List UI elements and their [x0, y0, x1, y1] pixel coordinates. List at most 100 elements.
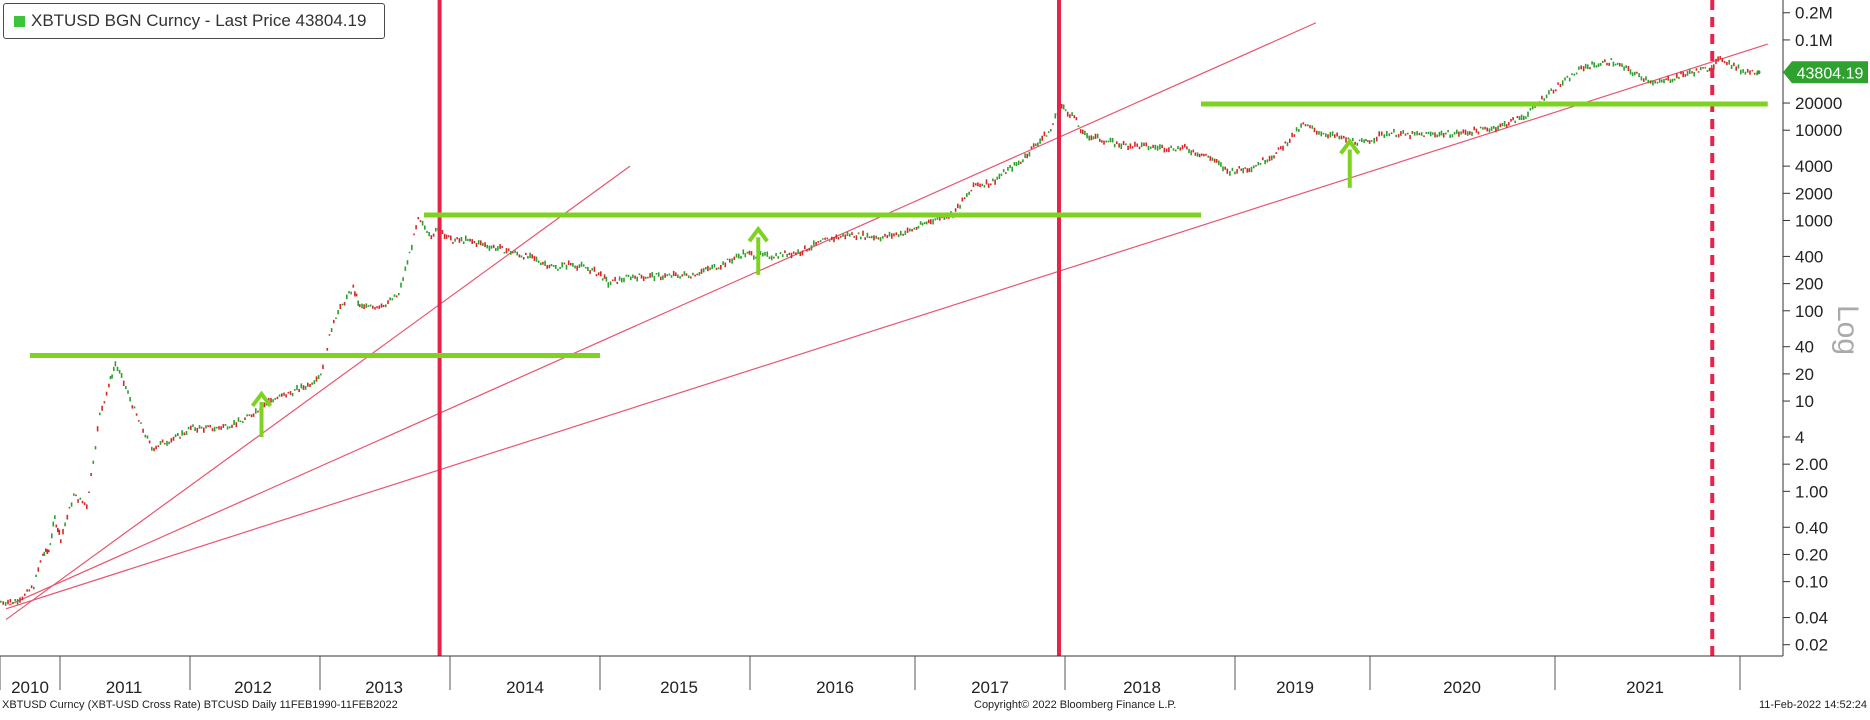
- candle-down: [1131, 146, 1134, 149]
- candle-up: [1527, 111, 1529, 117]
- candle-up: [1656, 81, 1659, 84]
- candle-up: [1402, 130, 1404, 134]
- candle-up: [909, 228, 911, 232]
- candle-up: [255, 408, 257, 414]
- candle-up: [1593, 62, 1595, 68]
- candle-up: [35, 574, 37, 577]
- candle-up: [630, 276, 632, 281]
- candle-up: [1092, 136, 1095, 140]
- candle-up: [943, 217, 946, 220]
- candle-up: [738, 253, 740, 259]
- candle-down: [790, 252, 793, 259]
- candle-down: [101, 405, 103, 411]
- candle-down: [647, 276, 649, 279]
- candle-up: [755, 256, 757, 259]
- candle-down: [1464, 129, 1467, 135]
- candle-down: [183, 432, 186, 436]
- candle-up: [174, 434, 177, 438]
- candle-down: [634, 275, 636, 279]
- candle-down: [1343, 135, 1345, 139]
- candle-up: [1591, 61, 1593, 65]
- candle-up: [1015, 162, 1018, 167]
- candle-up: [1566, 75, 1569, 78]
- candle-up: [582, 264, 585, 267]
- candle-down: [1475, 128, 1478, 133]
- candle-down: [884, 233, 886, 237]
- x-tick-label: 2013: [365, 678, 403, 697]
- candle-up: [1257, 162, 1260, 166]
- candle-up: [246, 414, 248, 417]
- candle-up: [1514, 120, 1516, 124]
- candle-up: [1039, 138, 1041, 144]
- candle-down: [970, 189, 973, 192]
- candle-down: [902, 233, 904, 236]
- candle-down: [430, 235, 433, 240]
- candle-down: [1184, 143, 1186, 148]
- candle-down: [748, 250, 751, 255]
- candle-down: [289, 391, 292, 395]
- candle-down: [1284, 141, 1287, 144]
- candle-up: [109, 376, 112, 380]
- candle-up: [1629, 69, 1632, 75]
- candle-up: [1728, 59, 1730, 65]
- candle-down: [1179, 147, 1182, 151]
- candle-up: [70, 502, 73, 507]
- candle-down: [285, 394, 287, 398]
- candle-up: [454, 238, 456, 242]
- candle-up: [574, 265, 576, 269]
- candle-down: [499, 244, 501, 249]
- candle-down: [685, 273, 688, 276]
- candle-down: [806, 249, 808, 252]
- candle-up: [726, 258, 729, 261]
- candle-down: [1069, 114, 1071, 118]
- candle-down: [1555, 89, 1557, 92]
- candle-up: [1647, 79, 1650, 84]
- candle-down: [1094, 133, 1097, 139]
- candle-down: [445, 234, 448, 239]
- candle-up: [1207, 155, 1209, 158]
- candle-up: [248, 414, 251, 416]
- candle-down: [799, 251, 802, 257]
- candle-down: [1122, 140, 1125, 145]
- annotation-back-layer: [5, 22, 1768, 621]
- candle-down: [675, 272, 677, 277]
- candle-down: [1060, 104, 1063, 109]
- candle-up: [391, 298, 394, 301]
- candle-up: [762, 252, 764, 257]
- candle-down: [1304, 124, 1307, 127]
- candle-down: [287, 391, 290, 394]
- y-tick-label: 400: [1795, 247, 1823, 266]
- candle-down: [24, 593, 26, 596]
- candle-up: [711, 264, 713, 269]
- candle-down: [1340, 135, 1343, 140]
- candle-up: [226, 426, 229, 430]
- candle-down: [975, 183, 977, 186]
- candle-up: [996, 176, 998, 180]
- candle-up: [435, 227, 437, 232]
- candle-down: [1708, 67, 1711, 72]
- candle-up: [813, 240, 815, 246]
- candle-down: [1368, 140, 1371, 144]
- candle-down: [1695, 68, 1698, 71]
- candle-up: [229, 426, 231, 429]
- candle-up: [1365, 138, 1367, 142]
- candle-up: [185, 431, 188, 435]
- candle-up: [1054, 113, 1057, 119]
- candle-down: [83, 502, 86, 506]
- candle-up: [477, 240, 480, 245]
- candle-up: [1352, 138, 1354, 141]
- candle-down: [873, 235, 875, 241]
- candle-down: [161, 439, 164, 443]
- candle-down: [1608, 62, 1610, 66]
- candle-up: [1329, 132, 1332, 138]
- candle-up: [607, 282, 610, 288]
- candle-down: [376, 306, 378, 309]
- candle-down: [826, 237, 829, 240]
- candle-down: [172, 436, 175, 441]
- candle-up: [1678, 76, 1680, 79]
- candle-up: [1407, 132, 1409, 135]
- candle-up: [1125, 143, 1127, 146]
- candle-down: [492, 244, 495, 249]
- candle-up: [1479, 126, 1482, 129]
- candle-down: [473, 241, 476, 244]
